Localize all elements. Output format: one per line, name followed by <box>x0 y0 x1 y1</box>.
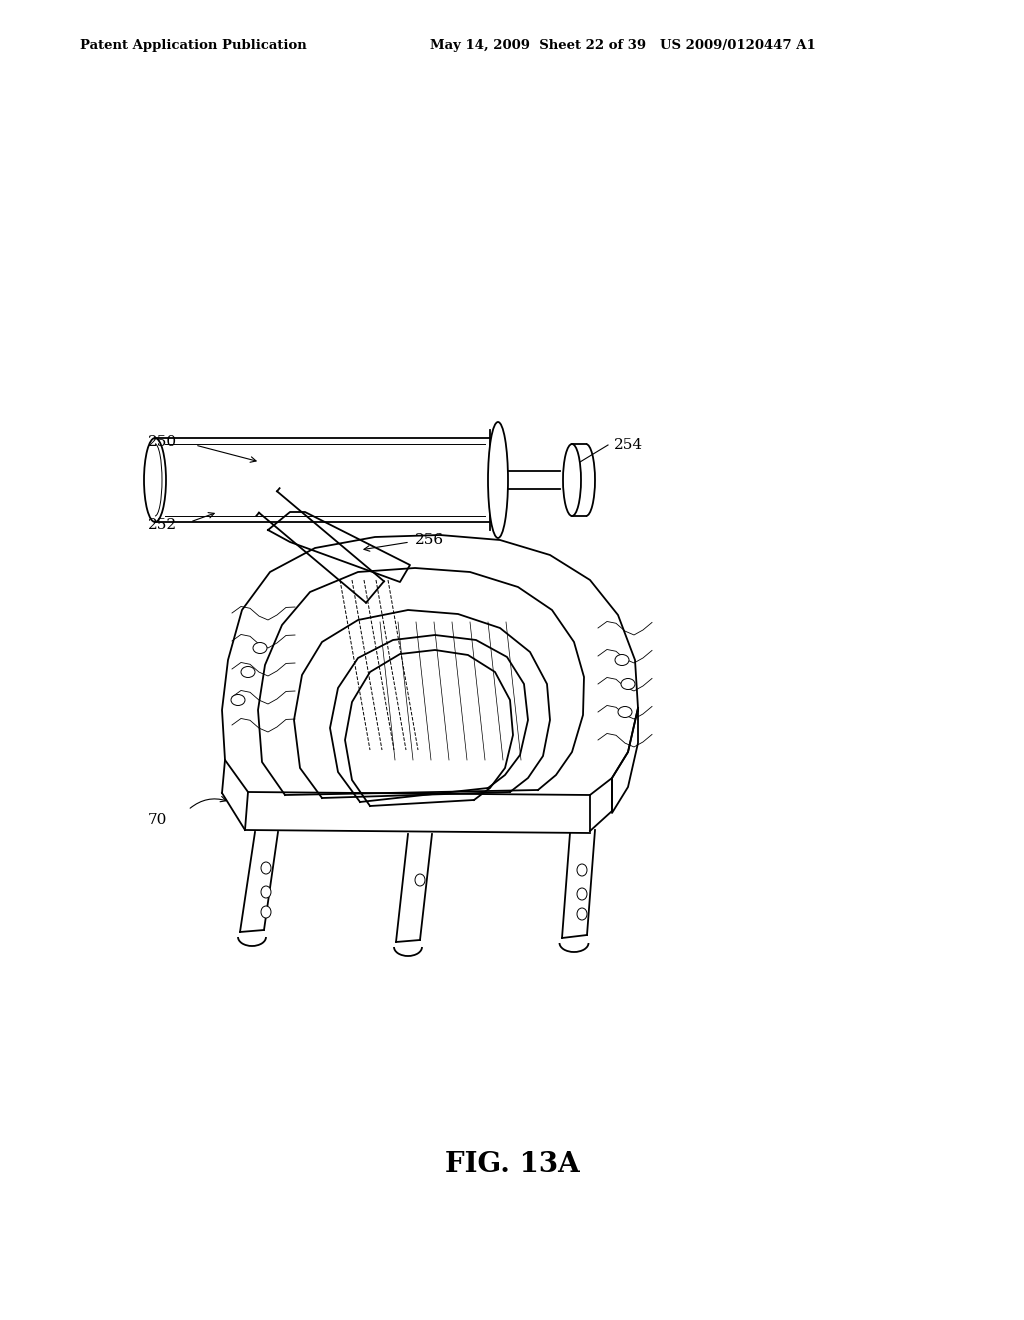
Ellipse shape <box>144 438 166 521</box>
Text: 256: 256 <box>415 533 444 546</box>
Ellipse shape <box>415 874 425 886</box>
Ellipse shape <box>577 865 587 876</box>
Ellipse shape <box>261 886 271 898</box>
Ellipse shape <box>488 422 508 539</box>
Text: 252: 252 <box>148 517 177 532</box>
Text: US 2009/0120447 A1: US 2009/0120447 A1 <box>660 38 816 51</box>
Text: Patent Application Publication: Patent Application Publication <box>80 38 307 51</box>
Ellipse shape <box>563 444 581 516</box>
Ellipse shape <box>231 694 245 705</box>
Ellipse shape <box>261 906 271 917</box>
Text: FIG. 13A: FIG. 13A <box>444 1151 580 1179</box>
Ellipse shape <box>618 706 632 718</box>
Ellipse shape <box>621 678 635 689</box>
Ellipse shape <box>241 667 255 677</box>
Text: May 14, 2009  Sheet 22 of 39: May 14, 2009 Sheet 22 of 39 <box>430 38 646 51</box>
Ellipse shape <box>253 643 267 653</box>
Ellipse shape <box>577 908 587 920</box>
Text: 250: 250 <box>148 436 177 449</box>
Text: 254: 254 <box>614 438 643 451</box>
Ellipse shape <box>615 655 629 665</box>
Text: 70: 70 <box>148 813 167 828</box>
Ellipse shape <box>577 888 587 900</box>
Ellipse shape <box>261 862 271 874</box>
